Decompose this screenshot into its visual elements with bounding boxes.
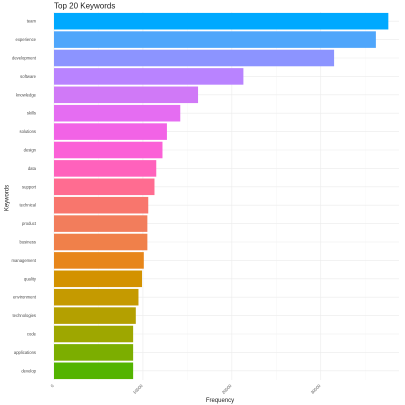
bar-skills <box>54 104 181 122</box>
bar-management <box>54 252 144 269</box>
y-tick-label: management <box>12 258 37 263</box>
y-tick-label: product <box>22 221 37 226</box>
x-axis-title: Frequency <box>206 398 234 404</box>
bar-development <box>54 49 335 67</box>
y-tick-label: knowledge <box>16 92 37 97</box>
x-tick-label: 30000 <box>310 383 322 395</box>
x-tick-label: 10000 <box>132 383 144 395</box>
y-tick-label: business <box>19 240 36 245</box>
y-tick-label: solutions <box>19 129 36 134</box>
x-tick-label: 20000 <box>221 383 233 395</box>
bar-solutions <box>54 123 167 140</box>
y-tick-label: quality <box>24 276 37 281</box>
y-tick-label: support <box>22 184 37 189</box>
bar-team <box>54 12 389 30</box>
grid-lines <box>53 12 399 380</box>
bar-knowledge <box>54 86 199 104</box>
bar-experience <box>54 31 376 48</box>
bar-environment <box>54 288 139 306</box>
bar-code <box>54 325 134 343</box>
bar-develop <box>54 362 134 380</box>
bar-business <box>54 233 148 251</box>
y-tick-label: develop <box>21 368 36 373</box>
bar-product <box>54 215 148 232</box>
y-tick-label: data <box>28 166 37 171</box>
y-tick-label: technologies <box>12 313 36 318</box>
y-tick-label: design <box>24 148 37 153</box>
y-tick-label: experience <box>16 37 37 42</box>
y-tick-labels: team experience development software knowled… <box>12 19 37 374</box>
bars <box>54 12 389 380</box>
x-tick-labels: 0 10000 20000 30000 <box>50 383 322 395</box>
y-axis-title: Keywords <box>5 185 11 211</box>
y-tick-label: development <box>12 56 37 61</box>
bar-technologies <box>54 307 136 324</box>
bar-software <box>54 68 244 85</box>
bar-data <box>54 160 157 177</box>
y-tick-label: team <box>27 19 37 24</box>
bar-support <box>54 178 155 196</box>
y-tick-label: environment <box>13 295 37 300</box>
y-tick-label: applications <box>14 350 36 355</box>
bar-technical <box>54 196 149 214</box>
bar-quality <box>54 270 143 288</box>
x-tick-label: 0 <box>50 383 56 389</box>
y-tick-label: skills <box>27 111 36 116</box>
bar-design <box>54 141 163 159</box>
y-tick-label: software <box>20 74 36 79</box>
chart-title: Top 20 Keywords <box>54 2 115 11</box>
y-tick-label: technical <box>19 203 36 208</box>
bar-applications <box>54 344 134 361</box>
y-tick-label: code <box>27 332 37 337</box>
